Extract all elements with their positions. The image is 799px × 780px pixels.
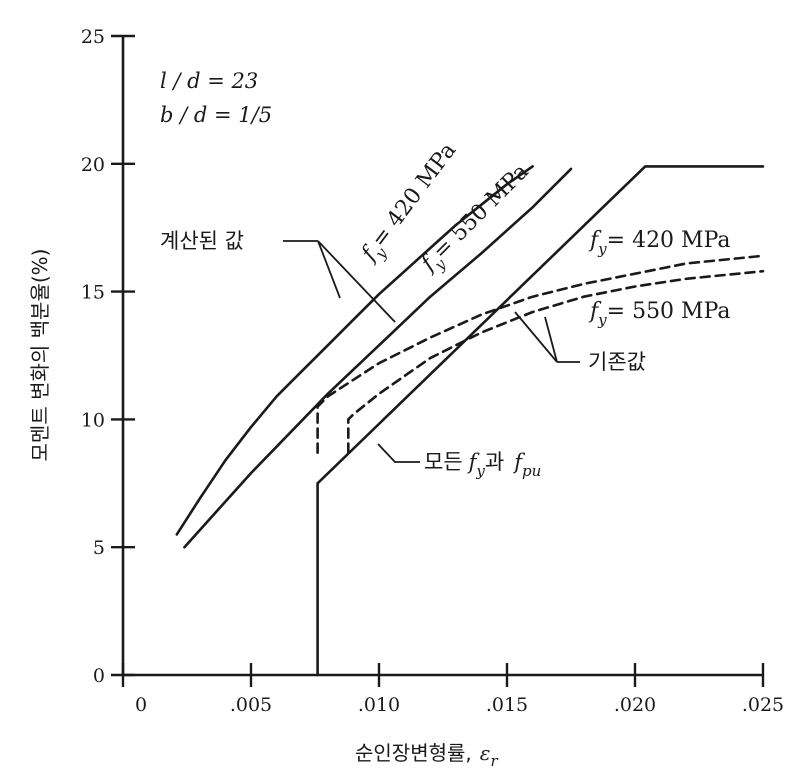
label-exist-550: fy= 550 MPa: [588, 299, 731, 329]
series-group: [175, 165, 765, 677]
label-exist-420: fy= 420 MPa: [588, 228, 731, 258]
x-tick-label: 0: [135, 694, 147, 716]
x-tick-label: .025: [742, 694, 784, 716]
series-calc-550-line: [183, 167, 573, 549]
y-axis-title: 모멘트 변화의 백분율(%): [28, 249, 52, 462]
x-tick-label: .010: [358, 694, 400, 716]
leader-existing: [514, 311, 580, 363]
y-tick-label: 0: [93, 665, 105, 687]
y-tick-label: 25: [81, 26, 105, 48]
x-axis-title: 순인장변형률, εr: [355, 741, 499, 770]
param-l-over-d: l / d = 23: [160, 69, 258, 93]
y-tick-label: 5: [93, 537, 105, 559]
annotation-calculated: 계산된 값: [160, 229, 244, 253]
axes: [121, 36, 763, 677]
annotation-all-kor1: 모든: [424, 450, 463, 474]
y-tick-label: 20: [81, 154, 105, 176]
y-tick-label: 15: [81, 282, 105, 304]
x-tick-label: .005: [230, 694, 272, 716]
series-calc-420-line: [175, 165, 534, 536]
series-all-fy-fpu-line: [316, 165, 765, 677]
series-exist-550-line: [347, 269, 765, 454]
annotation-existing: 기존값: [588, 350, 646, 374]
x-tick-label: .015: [486, 694, 528, 716]
series-exist-420-line: [316, 254, 765, 454]
param-b-over-d: b / d = 1/5: [160, 103, 272, 127]
annotation-all-kor2: 과: [485, 450, 504, 474]
y-tick-label: 10: [81, 409, 105, 431]
leader-calculated: [283, 240, 396, 323]
ticks: 0 .005 .010 .015 .020 .025 0 5 10 15 20 25: [81, 26, 784, 716]
annotation-all-fy-fpu: 모든 fy과 fpu: [424, 450, 541, 480]
leader-all-fy-fpu: [377, 443, 420, 463]
x-tick-label: .020: [614, 694, 656, 716]
